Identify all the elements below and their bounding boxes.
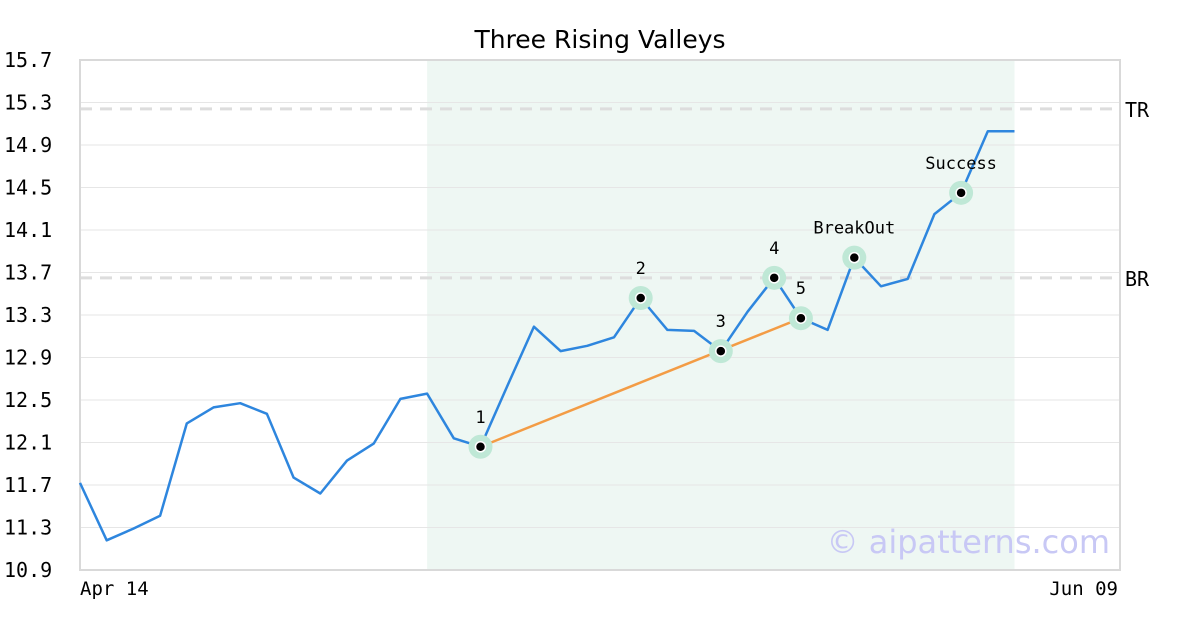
marker-point	[715, 345, 727, 357]
marker-point	[955, 187, 967, 199]
watermark: © aipatterns.com	[827, 523, 1110, 561]
plot-frame	[79, 59, 1121, 571]
marker-label: Success	[925, 154, 997, 174]
y-axis-ticks: 10.9 11.3 11.7 12.1 12.5 12.9 13.3 13.7 14.1 14.5…	[4, 48, 52, 582]
y-tick-label: 10.9	[4, 558, 52, 582]
y-tick-label: 12.5	[4, 388, 52, 412]
y-tick-label: 14.9	[4, 133, 52, 157]
chart-title: Three Rising Valleys	[473, 25, 725, 54]
y-tick-label: 12.1	[4, 431, 52, 455]
y-tick-label: 15.3	[4, 91, 52, 115]
x-axis-ticks: Apr 14 Jun 09	[80, 578, 1118, 600]
marker-label: 3	[716, 312, 726, 332]
marker-label: 2	[636, 259, 646, 279]
y-tick-label: 14.1	[4, 218, 52, 242]
marker-label: BreakOut	[813, 219, 895, 239]
y-tick-label: 11.7	[4, 473, 52, 497]
pattern-markers-layer: 1 2 3 45 BreakOut Success	[468, 154, 997, 459]
valley-trend-line	[480, 317, 802, 448]
reference-lines-layer: TR BR	[80, 98, 1150, 291]
y-tick-label: 15.7	[4, 48, 52, 72]
reference-label-br: BR	[1125, 267, 1150, 291]
marker-point	[848, 251, 861, 264]
marker-point	[768, 272, 780, 284]
y-tick-label: 13.7	[4, 261, 52, 285]
marker-point	[795, 312, 807, 324]
y-tick-label: 14.5	[4, 176, 52, 200]
gridlines-layer	[80, 102, 1120, 528]
x-tick-label: Jun 09	[1049, 578, 1118, 600]
reference-label-tr: TR	[1125, 98, 1150, 122]
y-tick-label: 13.3	[4, 303, 52, 327]
marker-point	[634, 292, 647, 304]
y-tick-label: 12.9	[4, 346, 52, 370]
marker-label: 4	[769, 239, 779, 259]
marker-label: 1	[475, 408, 485, 428]
y-tick-label: 11.3	[4, 516, 52, 540]
x-tick-label: Apr 14	[80, 578, 149, 600]
marker-point	[474, 441, 487, 453]
marker-label: 5	[796, 279, 806, 299]
trend-line-layer	[480, 317, 802, 448]
